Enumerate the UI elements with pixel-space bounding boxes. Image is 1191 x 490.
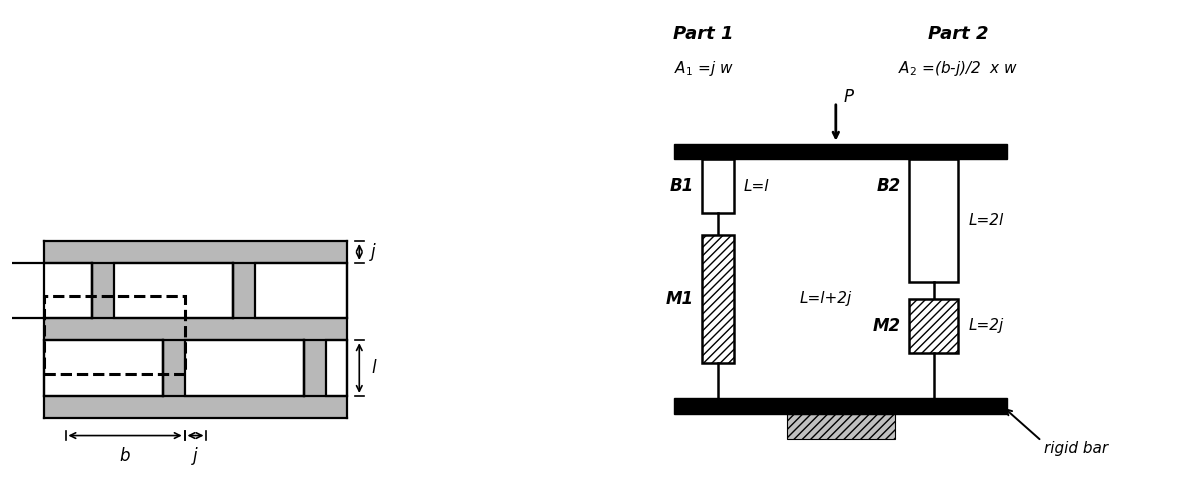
Text: l: l (372, 359, 376, 377)
Text: j: j (372, 243, 376, 261)
Text: $A_2$ =(b-j)/2  x w: $A_2$ =(b-j)/2 x w (898, 59, 1018, 78)
Text: M1: M1 (666, 290, 693, 308)
Text: b: b (120, 447, 130, 465)
Text: L=2j: L=2j (968, 318, 1003, 333)
Text: L=l+2j: L=l+2j (800, 292, 852, 306)
Text: L=2l: L=2l (968, 213, 1003, 228)
Bar (255, 263, 348, 319)
Text: $A_1$ =j w: $A_1$ =j w (674, 59, 734, 78)
Bar (703, 235, 734, 363)
Text: Part 2: Part 2 (928, 25, 989, 43)
Bar (909, 299, 959, 353)
Text: Part 1: Part 1 (673, 25, 734, 43)
Bar (787, 414, 894, 439)
Bar (185, 340, 304, 396)
Bar (674, 144, 1008, 159)
Text: P: P (843, 88, 853, 106)
Bar (674, 398, 1008, 414)
Bar (787, 414, 894, 439)
Bar (44, 340, 163, 396)
Text: B1: B1 (669, 177, 693, 195)
Bar (703, 159, 734, 213)
Text: M2: M2 (872, 317, 900, 335)
Bar (114, 263, 233, 319)
Bar (909, 159, 959, 282)
Bar (325, 340, 348, 396)
Bar (0, 263, 93, 319)
Text: L=l: L=l (744, 179, 769, 194)
Text: j: j (193, 447, 198, 465)
Text: rigid bar: rigid bar (1045, 441, 1108, 456)
Bar (44, 241, 348, 417)
Bar (44, 296, 185, 374)
Text: B2: B2 (877, 177, 900, 195)
